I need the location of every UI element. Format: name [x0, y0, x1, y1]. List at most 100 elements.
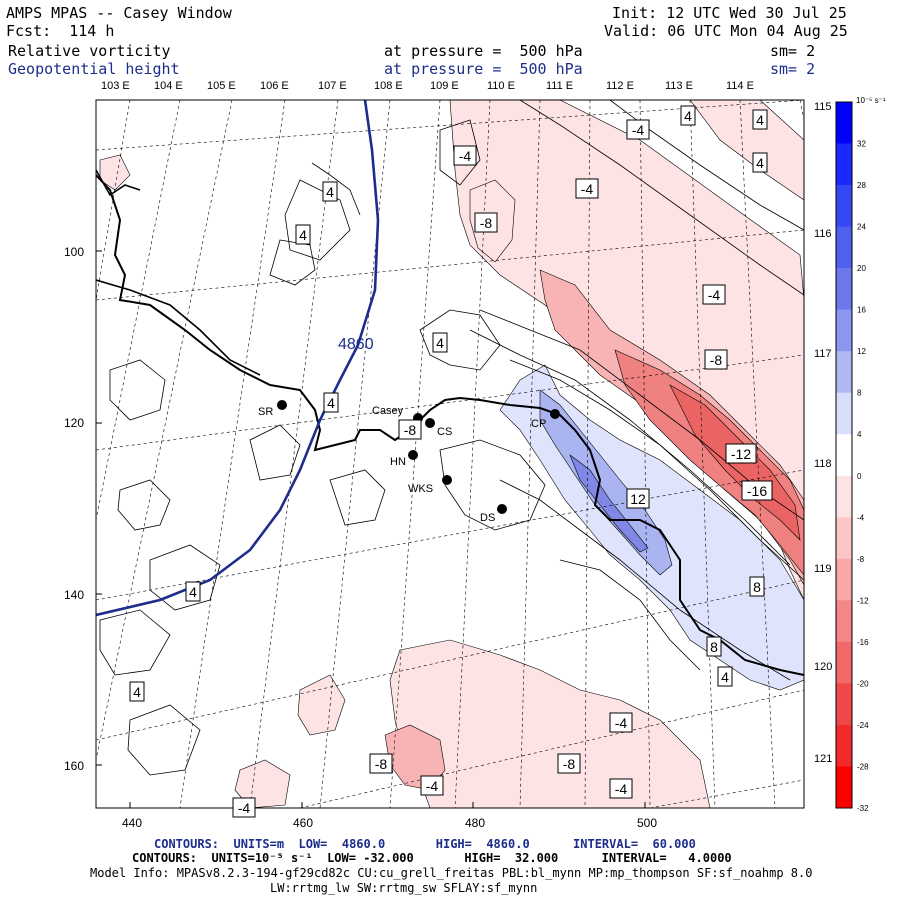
colorbar-label: 16 — [857, 306, 866, 315]
colorbar-label: -24 — [857, 721, 869, 730]
colorbar-segment — [836, 600, 852, 643]
colorbar-label: -32 — [857, 804, 869, 813]
init-time: Init: 12 UTC Wed 30 Jul 25 — [612, 4, 847, 22]
vorticity-label-box — [609, 778, 633, 799]
colorbar-label: -28 — [857, 762, 869, 771]
vorticity-label-box — [626, 119, 650, 140]
vorticity-label-box — [626, 488, 650, 509]
vorticity-label: -4 — [708, 287, 721, 303]
vorticity-label-box — [575, 178, 599, 199]
station-sr-dot — [277, 400, 287, 410]
colorbar-label: 0 — [857, 472, 862, 481]
station-label-casey: Casey — [372, 405, 404, 417]
colorbar-label: -20 — [857, 679, 869, 688]
lon-label-107: 107 E — [318, 80, 347, 92]
colorbar-segment — [836, 641, 852, 684]
station-label-wks: WKS — [408, 483, 433, 495]
lon-label-113: 113 E — [665, 80, 693, 92]
lon-label-108: 108 E — [374, 80, 403, 92]
lon-label-109: 109 E — [430, 80, 459, 92]
vorticity-label-box — [752, 152, 768, 173]
vorticity-label: 4 — [327, 395, 335, 411]
vorticity-label: 4 — [326, 184, 334, 200]
height-contour-label: 4860 — [338, 336, 374, 353]
station-label-hn: HN — [390, 456, 406, 468]
colorbar-segment — [836, 392, 852, 435]
x-tick-480: 480 — [465, 816, 485, 830]
vorticity-label: -4 — [459, 148, 472, 164]
vorticity-label: 4 — [436, 335, 444, 351]
vorticity-label-box — [725, 443, 757, 464]
latitude-lines — [96, 100, 804, 808]
colorbar-segment — [836, 143, 852, 186]
colorbar-label: -4 — [857, 513, 865, 522]
vorticity-label-box — [702, 284, 726, 305]
vorticity-label-box — [432, 332, 448, 353]
footer-vorticity-contours: CONTOURS: UNITS=10⁻⁵ s⁻¹ LOW= -32.000 HI… — [132, 851, 732, 865]
vorticity-label: 8 — [710, 639, 718, 655]
vorticity-label: -16 — [747, 483, 767, 499]
station-label-cp: CP — [531, 418, 546, 430]
vorticity-label: -4 — [426, 778, 439, 794]
vorticity-label: -4 — [238, 800, 251, 816]
station-cp-dot — [550, 409, 560, 419]
vorticity-label-box — [232, 797, 256, 818]
forecast-hour: Fcst: 114 h — [6, 22, 115, 40]
station-label-cs: CS — [437, 426, 452, 438]
colorbar-segment — [836, 185, 852, 228]
lon-label-104: 104 E — [154, 80, 183, 92]
vorticity-label-box — [322, 181, 338, 202]
colorbar-label: -8 — [857, 555, 865, 564]
colorbar-segment — [836, 102, 852, 145]
lon-label-112: 112 E — [606, 80, 634, 92]
colorbar-segment — [836, 683, 852, 726]
station-label-ds: DS — [480, 512, 495, 524]
footer-model-info: Model Info: MPASv8.2.3-194-gf29cd82c CU:… — [90, 866, 813, 880]
colorbar-segment — [836, 475, 852, 518]
colorbar-label: 24 — [857, 223, 866, 232]
vorticity-label-box — [369, 753, 393, 774]
x-tick-460: 460 — [293, 816, 313, 830]
vorticity-label: 4 — [721, 669, 729, 685]
vorticity-label: 4 — [684, 108, 692, 124]
vorticity-label-box — [741, 480, 773, 501]
x-tick-500: 500 — [637, 816, 657, 830]
vorticity-label: 4 — [133, 684, 141, 700]
colorbar-label: 4 — [857, 430, 862, 439]
lon-label-114: 114 E — [726, 80, 754, 92]
vorticity-label-box — [752, 109, 768, 130]
vorticity-label: -8 — [480, 215, 493, 231]
vorticity-label-box — [453, 145, 477, 166]
y-tick-100: 100 — [64, 245, 84, 259]
valid-time: Valid: 06 UTC Mon 04 Aug 25 — [604, 22, 848, 40]
colorbar-segment — [836, 226, 852, 269]
vorticity-label-box — [749, 576, 765, 597]
vorticity-label: 12 — [630, 491, 646, 507]
field1-smoothing: sm= 2 — [770, 42, 816, 60]
vorticity-label: -4 — [632, 122, 645, 138]
pos-vorticity-core — [539, 389, 673, 576]
vorticity-label: -4 — [581, 181, 594, 197]
neg-vorticity-sw — [297, 674, 346, 736]
colorbar-segment — [836, 268, 852, 311]
lon-label-117: 117 E — [814, 348, 842, 360]
colorbar-segment — [836, 309, 852, 352]
lon-label-105: 105 E — [207, 80, 236, 92]
vorticity-label-box — [295, 224, 311, 245]
coastline-inland — [96, 279, 261, 376]
colorbar-segment — [836, 766, 852, 809]
station-wks-dot — [442, 475, 452, 485]
colorbar-label: 8 — [857, 389, 862, 398]
station-hn-dot — [408, 450, 418, 460]
lon-label-115: 115 E — [814, 101, 842, 113]
colorbar: 32 28 24 20 16 12 8 4 0 -4 -8 -12 -16 -20 -24 -28 -32 — [835, 101, 869, 813]
station-cs-dot — [425, 418, 435, 428]
y-tick-140: 140 — [64, 588, 84, 602]
vorticity-label-box — [609, 712, 633, 733]
colorbar-segment — [836, 351, 852, 394]
vorticity-label: -8 — [710, 352, 723, 368]
vorticity-label-box — [420, 775, 444, 796]
colorbar-unit: 10⁻⁵ s⁻¹ — [856, 96, 886, 105]
lon-label-111: 111 E — [546, 80, 573, 92]
colorbar-label: 28 — [857, 181, 866, 190]
